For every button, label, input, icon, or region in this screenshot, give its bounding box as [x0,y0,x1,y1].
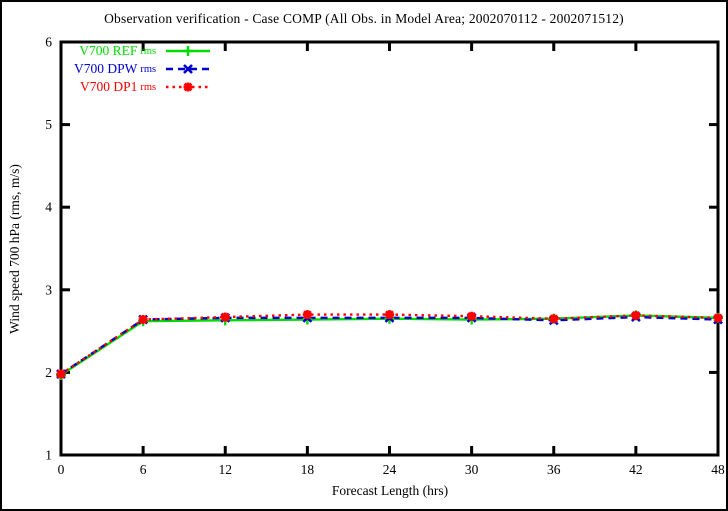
legend: V700 REF rms V700 DPW rms V700 DP1 rms [74,42,211,96]
legend-item-dp1: V700 DP1 rms [74,78,211,96]
marker-star [220,312,230,322]
x-tick-label: 48 [711,462,725,477]
y-tick-label: 6 [45,35,52,50]
marker-star [385,310,394,319]
y-tick-label: 5 [45,117,52,132]
legend-line-sample [166,82,211,92]
x-tick-label: 6 [140,462,147,477]
y-tick-label: 4 [45,200,52,215]
legend-line-sample [166,46,211,56]
marker-star [549,314,559,324]
legend-label-sub: rms [140,63,157,75]
legend-label: V700 REF [79,43,138,58]
legend-label-sub: rms [140,81,157,93]
plot-frame [59,40,720,457]
legend-label: V700 DPW [74,61,138,76]
y-axis-label: Wind speed 700 hPa (rms, m/s) [7,164,22,334]
y-tick-label: 2 [45,365,52,380]
marker-cross [183,64,194,74]
x-tick-label: 12 [219,462,233,477]
legend-line-sample [166,64,211,74]
x-tick-label: 30 [465,462,479,477]
marker-star [183,82,193,92]
x-tick-label: 18 [301,462,315,477]
x-tick-label: 42 [629,462,643,477]
marker-star [138,315,148,324]
x-tick-label: 36 [547,462,561,477]
x-axis-label: Forecast Length (hrs) [331,483,449,498]
y-tick-label: 1 [45,448,52,463]
marker-star [467,311,477,321]
y-tick-label: 3 [45,282,52,297]
legend-label: V700 DP1 [79,79,138,94]
chart-title: Observation verification - Case COMP (Al… [104,11,624,26]
marker-star [302,310,312,319]
marker-star [56,369,66,379]
marker-star [713,313,723,323]
series-line-v700-dpw-rms [60,315,719,376]
legend-item-dpw: V700 DPW rms [74,60,211,78]
legend-item-ref: V700 REF rms [74,42,211,60]
series-line-v700-ref-rms [60,314,719,376]
marker-star [631,311,641,320]
x-tick-label: 0 [58,462,65,477]
x-tick-label: 24 [383,462,397,477]
legend-label-sub: rms [140,45,157,57]
